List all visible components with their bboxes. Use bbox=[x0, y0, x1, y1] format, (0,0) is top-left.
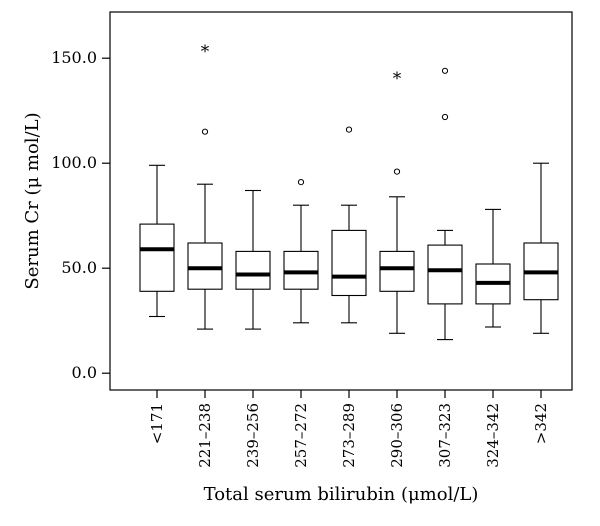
y-tick-label: 50.0 bbox=[61, 258, 97, 277]
outlier-point bbox=[441, 113, 449, 121]
x-tick-label: 307–323 bbox=[436, 403, 454, 468]
outlier-point bbox=[345, 126, 353, 133]
x-tick-label: 290–306 bbox=[388, 403, 406, 468]
y-tick-label: 0.0 bbox=[72, 363, 97, 382]
x-tick-label: 273–289 bbox=[340, 403, 358, 468]
box-group bbox=[475, 208, 511, 328]
x-tick-label: 257–272 bbox=[292, 403, 310, 468]
plot-frame bbox=[109, 11, 573, 391]
box-iqr bbox=[235, 250, 271, 290]
box-group bbox=[139, 164, 175, 318]
box-group bbox=[523, 162, 559, 334]
outlier-point bbox=[297, 179, 305, 186]
outlier-point bbox=[393, 168, 401, 175]
x-tick-label: 239–256 bbox=[244, 403, 262, 468]
outlier-point bbox=[441, 67, 449, 74]
x-axis: <171 221–238 239–256 257–272 273–289 290–306 3… bbox=[148, 390, 550, 468]
x-tick-label: 221–238 bbox=[196, 403, 214, 468]
box-iqr bbox=[187, 242, 223, 290]
x-tick-label: 324–342 bbox=[484, 403, 502, 468]
box-group bbox=[235, 189, 271, 330]
x-axis-title: Total serum bilirubin (μmol/L) bbox=[204, 484, 479, 505]
box-iqr bbox=[379, 250, 415, 292]
extreme-point: * bbox=[393, 69, 402, 89]
x-tick-label: <171 bbox=[148, 403, 166, 444]
boxes-layer: ** bbox=[139, 42, 559, 341]
box-group bbox=[427, 67, 463, 341]
y-axis: 0.0 50.0 100.0 150.0 bbox=[51, 48, 110, 382]
box-group bbox=[283, 179, 319, 324]
outlier-point bbox=[201, 128, 209, 135]
box-group bbox=[331, 126, 367, 324]
x-tick-label: >342 bbox=[532, 403, 550, 444]
box-group: * bbox=[379, 69, 415, 334]
box-iqr bbox=[283, 250, 319, 290]
y-tick-label: 100.0 bbox=[51, 153, 97, 172]
box-iqr bbox=[139, 223, 175, 292]
y-tick-label: 150.0 bbox=[51, 48, 97, 67]
box-group: * bbox=[187, 42, 223, 330]
y-axis-title: Serum Cr (μ mol/L) bbox=[22, 112, 43, 289]
extreme-point: * bbox=[201, 42, 210, 62]
box-iqr bbox=[427, 244, 463, 305]
box-iqr bbox=[331, 229, 367, 297]
